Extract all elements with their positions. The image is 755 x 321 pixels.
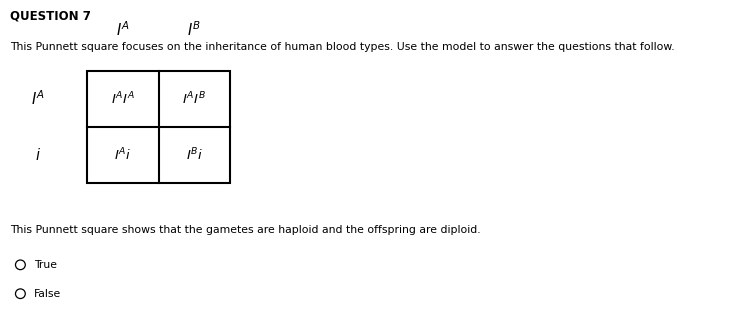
- Text: This Punnett square shows that the gametes are haploid and the offspring are dip: This Punnett square shows that the gamet…: [10, 225, 480, 235]
- Text: QUESTION 7: QUESTION 7: [10, 10, 91, 22]
- Text: False: False: [34, 289, 61, 299]
- Text: $\mathit{I}^{A}\mathit{I}^{A}$: $\mathit{I}^{A}\mathit{I}^{A}$: [111, 91, 134, 107]
- Text: $\mathit{I}^{A}\mathit{i}$: $\mathit{I}^{A}\mathit{i}$: [114, 147, 131, 163]
- Text: True: True: [34, 260, 57, 270]
- Text: $\mathit{I}^{B}$: $\mathit{I}^{B}$: [187, 20, 202, 39]
- Text: $\mathit{i}$: $\mathit{i}$: [35, 147, 41, 163]
- Text: $\mathit{I}^{A}$: $\mathit{I}^{A}$: [31, 89, 45, 108]
- Text: $\mathit{I}^{A}$: $\mathit{I}^{A}$: [116, 20, 130, 39]
- Text: $\mathit{I}^{B}\mathit{i}$: $\mathit{I}^{B}\mathit{i}$: [186, 147, 203, 163]
- Text: $\mathit{I}^{A}\mathit{I}^{B}$: $\mathit{I}^{A}\mathit{I}^{B}$: [183, 91, 206, 107]
- Text: This Punnett square focuses on the inheritance of human blood types. Use the mod: This Punnett square focuses on the inher…: [10, 42, 674, 52]
